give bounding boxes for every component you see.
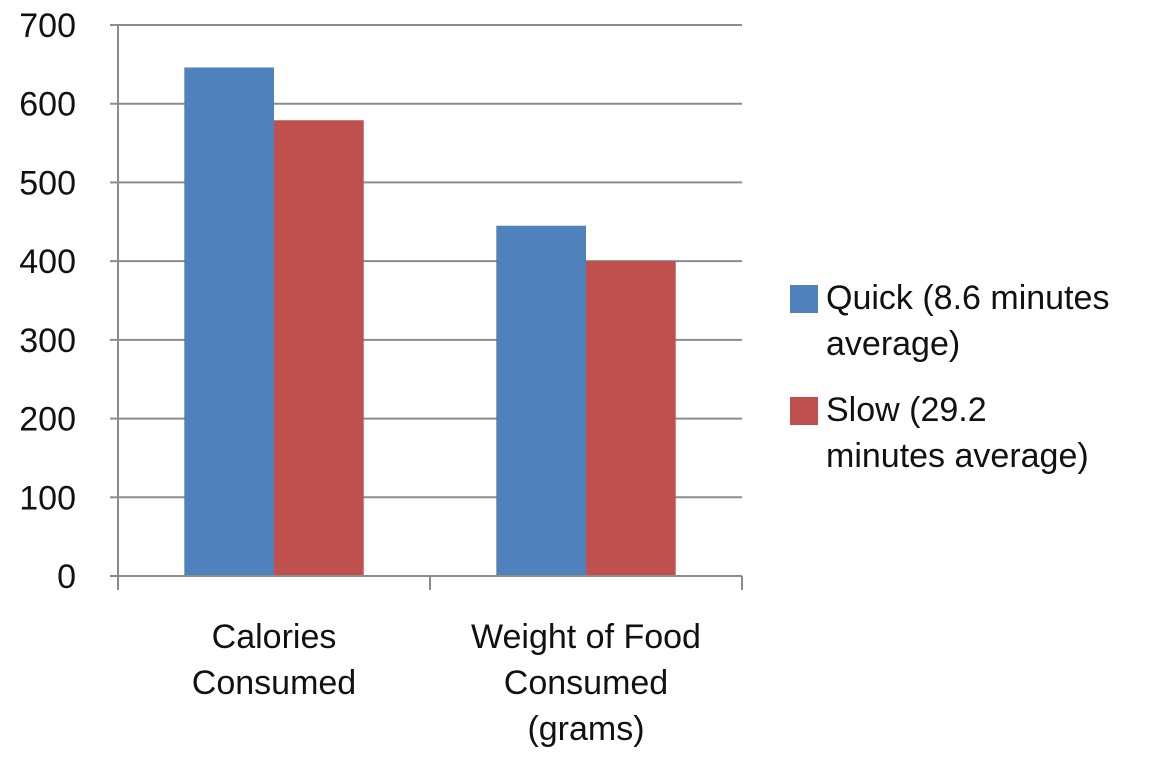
- bar: [496, 225, 586, 576]
- y-tick-label: 400: [19, 243, 76, 281]
- y-tick-label: 500: [19, 164, 76, 202]
- legend-label-line: Slow (29.2: [826, 391, 987, 429]
- y-tick-label: 300: [19, 322, 76, 360]
- x-category-label-line: Weight of Food: [471, 618, 701, 656]
- legend: Quick (8.6 minutes average) Slow (29.2 minu…: [790, 275, 1165, 499]
- x-category-label: Calories Consumed: [192, 618, 356, 702]
- y-tick-label: 0: [57, 558, 76, 596]
- bar: [184, 67, 274, 577]
- x-axis-labels: Calories Consumed Weight of Food Consumed (g…: [192, 618, 701, 748]
- legend-item: Quick (8.6 minutes average): [790, 275, 1165, 367]
- y-tick-label: 200: [19, 401, 76, 439]
- x-category-label-line: Consumed: [192, 664, 356, 702]
- y-tick-label: 600: [19, 86, 76, 124]
- x-category-label-line: Consumed: [504, 664, 668, 702]
- legend-swatch: [790, 397, 818, 425]
- x-category-label-line: (grams): [527, 710, 644, 748]
- bars: [184, 67, 676, 577]
- y-tick-label: 100: [19, 479, 76, 517]
- x-category-label-line: Calories: [212, 618, 337, 656]
- legend-item: Slow (29.2 minutes average): [790, 387, 1165, 479]
- bar: [274, 120, 364, 576]
- bar: [586, 261, 676, 576]
- legend-swatch: [790, 285, 818, 313]
- legend-label-line: minutes average): [826, 437, 1089, 475]
- axes: [117, 25, 743, 590]
- y-axis-ticks: 0 100 200 300 400 500 600 700: [19, 7, 118, 596]
- y-tick-label: 700: [19, 7, 76, 45]
- x-category-label: Weight of Food Consumed (grams): [471, 618, 701, 748]
- legend-label-line: average): [826, 325, 961, 363]
- legend-label-line: Quick (8.6 minutes: [826, 279, 1110, 317]
